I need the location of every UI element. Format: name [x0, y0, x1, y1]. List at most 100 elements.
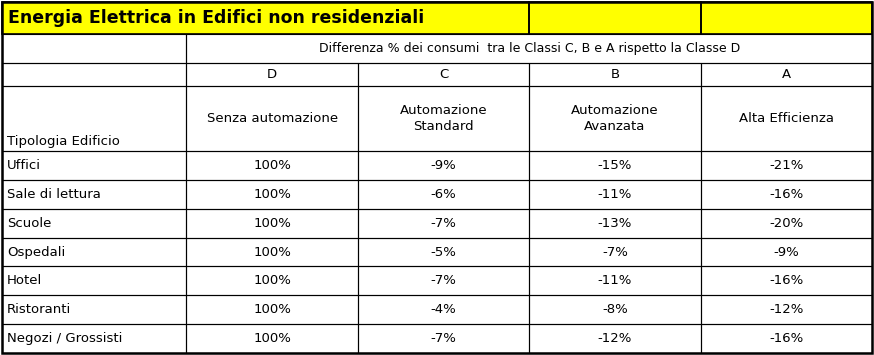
Bar	[701, 209, 872, 237]
Bar	[530, 324, 701, 353]
Bar	[2, 295, 186, 324]
Bar	[701, 86, 872, 151]
Bar	[530, 86, 701, 151]
Bar	[357, 62, 530, 86]
Text: 100%: 100%	[253, 332, 291, 345]
Bar	[186, 267, 357, 295]
Bar	[701, 324, 872, 353]
Bar	[357, 151, 530, 180]
Bar	[2, 267, 186, 295]
Bar	[186, 86, 357, 151]
Bar	[2, 151, 186, 180]
Bar	[530, 2, 701, 34]
Bar	[186, 237, 357, 267]
Text: Alta Efficienza: Alta Efficienza	[739, 112, 834, 125]
Bar	[701, 237, 872, 267]
Text: Senza automazione: Senza automazione	[206, 112, 337, 125]
Text: B: B	[610, 67, 620, 81]
Text: -7%: -7%	[602, 246, 628, 258]
Bar	[186, 324, 357, 353]
Bar	[2, 267, 186, 295]
Bar	[186, 324, 357, 353]
Bar	[357, 237, 530, 267]
Text: Sale di lettura: Sale di lettura	[7, 188, 101, 201]
Bar	[2, 86, 186, 151]
Bar	[2, 151, 186, 180]
Text: Automazione
Avanzata: Automazione Avanzata	[571, 104, 659, 133]
Bar	[530, 62, 701, 86]
Text: Differenza % dei consumi  tra le Classi C, B e A rispetto la Classe D: Differenza % dei consumi tra le Classi C…	[319, 42, 740, 55]
Bar	[186, 209, 357, 237]
Bar	[2, 2, 530, 34]
Bar	[701, 295, 872, 324]
Bar	[357, 324, 530, 353]
Bar	[701, 2, 872, 34]
Bar	[186, 62, 357, 86]
Bar	[357, 180, 530, 209]
Bar	[2, 237, 186, 267]
Text: 100%: 100%	[253, 159, 291, 172]
Text: Ospedali: Ospedali	[7, 246, 66, 258]
Text: -12%: -12%	[598, 332, 632, 345]
Bar	[2, 237, 186, 267]
Bar	[530, 237, 701, 267]
Bar	[2, 62, 186, 86]
Bar	[701, 180, 872, 209]
Bar	[186, 295, 357, 324]
Text: Negozi / Grossisti: Negozi / Grossisti	[7, 332, 122, 345]
Text: 100%: 100%	[253, 188, 291, 201]
Bar	[2, 324, 186, 353]
Bar	[701, 62, 872, 86]
Bar	[357, 209, 530, 237]
Text: Energia Elettrica in Edifici non residenziali: Energia Elettrica in Edifici non residen…	[8, 9, 425, 27]
Bar	[186, 180, 357, 209]
Bar	[701, 86, 872, 151]
Bar	[2, 34, 186, 62]
Text: Automazione
Standard: Automazione Standard	[399, 104, 488, 133]
Text: -16%: -16%	[769, 274, 803, 288]
Text: -20%: -20%	[769, 217, 803, 230]
Bar	[2, 324, 186, 353]
Text: -16%: -16%	[769, 188, 803, 201]
Text: -9%: -9%	[773, 246, 799, 258]
Bar	[186, 180, 357, 209]
Bar	[186, 86, 357, 151]
Bar	[530, 180, 701, 209]
Bar	[2, 86, 186, 151]
Text: 100%: 100%	[253, 274, 291, 288]
Bar	[2, 180, 186, 209]
Bar	[701, 267, 872, 295]
Text: C: C	[439, 67, 448, 81]
Bar	[186, 62, 357, 86]
Bar	[530, 237, 701, 267]
Text: A: A	[781, 67, 791, 81]
Text: Ristoranti: Ristoranti	[7, 303, 72, 316]
Bar	[186, 237, 357, 267]
Bar	[357, 86, 530, 151]
Bar	[530, 151, 701, 180]
Text: -13%: -13%	[598, 217, 632, 230]
Bar	[2, 295, 186, 324]
Text: -5%: -5%	[431, 246, 456, 258]
Bar	[2, 62, 186, 86]
Bar	[530, 267, 701, 295]
Text: -21%: -21%	[769, 159, 803, 172]
Bar	[530, 86, 701, 151]
Text: 100%: 100%	[253, 217, 291, 230]
Text: -7%: -7%	[431, 217, 456, 230]
Bar	[357, 267, 530, 295]
Bar	[2, 209, 186, 237]
Text: -15%: -15%	[598, 159, 632, 172]
Bar	[357, 180, 530, 209]
Bar	[2, 34, 186, 62]
Text: 100%: 100%	[253, 246, 291, 258]
Text: 100%: 100%	[253, 303, 291, 316]
Text: -9%: -9%	[431, 159, 456, 172]
Bar	[186, 267, 357, 295]
Bar	[357, 151, 530, 180]
Bar	[357, 237, 530, 267]
Text: -11%: -11%	[598, 188, 632, 201]
Bar	[701, 2, 872, 34]
Text: -11%: -11%	[598, 274, 632, 288]
Text: -7%: -7%	[431, 274, 456, 288]
